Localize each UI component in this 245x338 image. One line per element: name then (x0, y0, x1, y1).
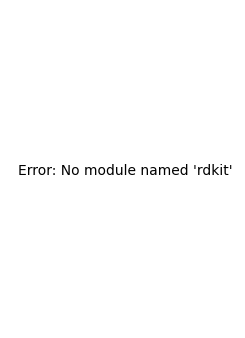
Text: Error: No module named 'rdkit': Error: No module named 'rdkit' (18, 164, 233, 178)
